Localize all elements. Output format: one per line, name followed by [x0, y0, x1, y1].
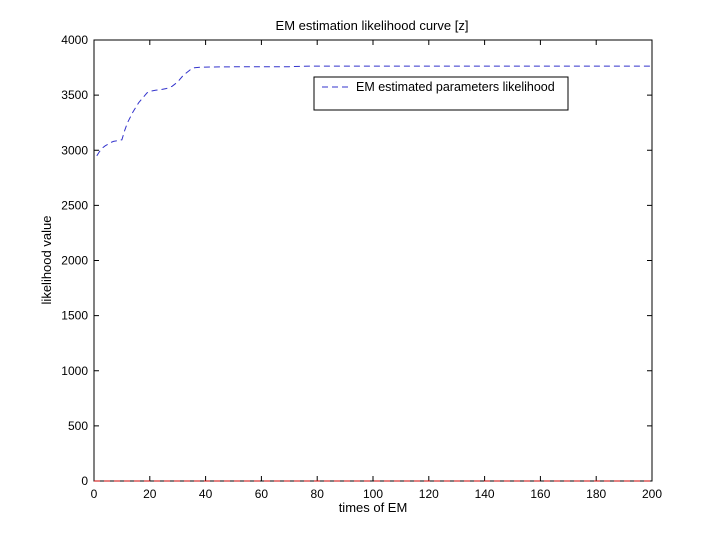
y-axis-label: likelihood value	[39, 216, 54, 305]
series-group	[94, 65, 652, 482]
x-tick-label: 60	[255, 487, 269, 501]
x-tick-label: 160	[530, 487, 550, 501]
series-line-likelihood	[96, 65, 652, 157]
plot-area	[93, 39, 653, 482]
y-tick-label: 0	[81, 474, 88, 488]
y-tick-label: 3000	[61, 143, 88, 157]
y-tick-label: 500	[68, 419, 88, 433]
legend: EM estimated parameters likelihood	[313, 76, 569, 111]
x-tick-label: 120	[419, 487, 439, 501]
y-tick-label: 4000	[61, 33, 88, 47]
y-tick-label: 1000	[61, 364, 88, 378]
y-tick-label: 2500	[61, 198, 88, 212]
x-tick-label: 20	[143, 487, 157, 501]
y-tick-label: 2000	[61, 254, 88, 268]
x-tick-label: 100	[363, 487, 383, 501]
x-tick-label: 80	[311, 487, 325, 501]
x-tick-label: 0	[91, 487, 98, 501]
x-tick-label: 140	[475, 487, 495, 501]
x-axis-label: times of EM	[339, 500, 408, 515]
y-tick-label: 1500	[61, 309, 88, 323]
y-axis: 0 500 1000 1500 2000 2500 3000 3500 4000	[61, 33, 652, 488]
y-tick-label: 3500	[61, 88, 88, 102]
legend-box	[313, 76, 569, 111]
x-tick-label: 180	[586, 487, 606, 501]
legend-entry-label: EM estimated parameters likelihood	[356, 80, 555, 94]
x-axis: 0 20 40 60 80 100 120 140 160 180 200	[91, 40, 662, 501]
chart-title: EM estimation likelihood curve [z]	[276, 18, 469, 33]
x-tick-label: 200	[642, 487, 662, 501]
x-tick-label: 40	[199, 487, 213, 501]
